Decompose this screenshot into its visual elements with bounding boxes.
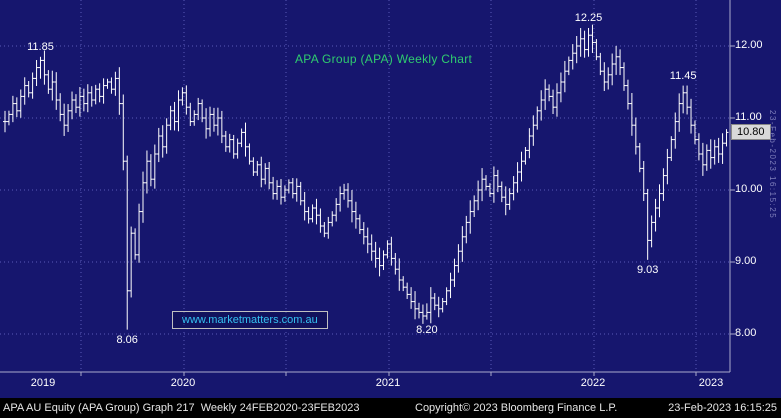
y-axis-tick-label: 11.00 (735, 111, 762, 123)
chart-title: APA Group (APA) Weekly Chart (295, 52, 473, 66)
last-price-label: 10.80 (731, 124, 771, 141)
x-axis-year-label: 2020 (170, 377, 196, 389)
timestamp-vertical: 23-Feb-2023 16:15:25 (768, 110, 777, 220)
y-axis-tick-label: 8.00 (735, 327, 757, 339)
chart-canvas[interactable] (0, 0, 781, 398)
price-annotation: 8.20 (416, 323, 438, 336)
price-annotation: 12.25 (574, 12, 603, 24)
price-annotation: 11.45 (669, 69, 697, 82)
y-axis-tick-label: 9.00 (735, 255, 757, 267)
x-axis-year-label: 2019 (30, 377, 56, 389)
x-axis-year-label: 2022 (580, 377, 606, 389)
price-annotation: 11.85 (27, 40, 54, 53)
status-security-text: APA AU Equity (APA Group) Graph 217 Week… (3, 402, 360, 414)
y-axis-tick-label: 12.00 (735, 39, 763, 51)
status-bar: APA AU Equity (APA Group) Graph 217 Week… (0, 398, 781, 418)
price-annotation: 8.06 (116, 333, 138, 346)
x-axis-year-label: 2021 (375, 377, 401, 389)
x-axis-year-label: 2023 (698, 377, 724, 389)
watermark: www.marketmatters.com.au (172, 311, 328, 329)
y-axis-tick-label: 10.00 (735, 183, 763, 195)
price-annotation: 9.03 (636, 263, 659, 276)
status-copyright: Copyright© 2023 Bloomberg Finance L.P. (415, 402, 618, 414)
status-timestamp: 23-Feb-2023 16:15:25 (668, 402, 777, 414)
